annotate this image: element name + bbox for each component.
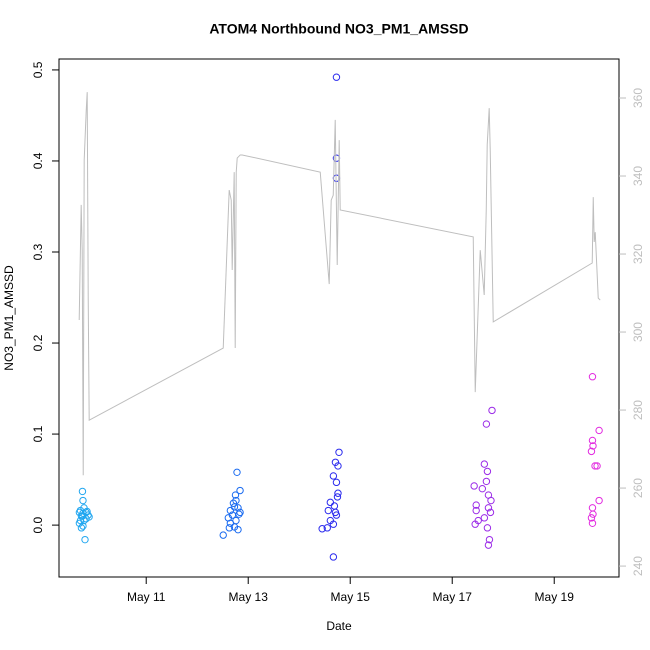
- plot-frame: [58, 58, 620, 578]
- point: [487, 496, 495, 505]
- point: [472, 506, 480, 515]
- point: [483, 467, 492, 476]
- point: [329, 520, 338, 528]
- point: [229, 499, 238, 507]
- point: [333, 493, 342, 501]
- y-tick-label: 0.4: [31, 152, 45, 169]
- point: [236, 508, 244, 517]
- line: [78, 92, 601, 476]
- point: [482, 477, 491, 486]
- y-axis-label: NO3_PM1_AMSSD: [2, 265, 16, 371]
- point: [472, 501, 480, 509]
- point: [595, 496, 603, 505]
- y-tick-label: 0.0: [31, 516, 45, 533]
- point: [587, 514, 596, 522]
- point: [335, 448, 343, 456]
- point: [330, 502, 339, 510]
- point: [478, 484, 487, 493]
- point: [79, 522, 87, 530]
- point: [81, 535, 89, 544]
- y2-tick-label: 340: [631, 166, 645, 186]
- point: [482, 420, 491, 428]
- point: [589, 510, 597, 518]
- point: [79, 496, 87, 505]
- point: [484, 504, 493, 512]
- point: [486, 508, 495, 517]
- point: [591, 462, 599, 470]
- y-tick-label: 0.5: [31, 61, 45, 78]
- point: [480, 460, 489, 468]
- point: [235, 510, 243, 518]
- point: [82, 508, 90, 517]
- y-tick-label: 0.1: [31, 425, 45, 442]
- y-tick-label: 0.3: [31, 243, 45, 260]
- y2-tick-label: 360: [631, 88, 645, 108]
- point: [483, 524, 492, 532]
- point: [588, 373, 597, 381]
- point: [595, 426, 603, 435]
- y2-tick-label: 260: [631, 478, 645, 498]
- point: [323, 524, 331, 532]
- point: [480, 514, 489, 522]
- point: [225, 524, 234, 532]
- chart-title: ATOM4 Northbound NO3_PM1_AMSSD: [209, 21, 468, 37]
- point: [230, 503, 239, 511]
- point: [589, 442, 597, 450]
- point: [326, 498, 335, 507]
- point: [474, 516, 482, 525]
- point: [233, 468, 241, 477]
- point: [234, 525, 242, 534]
- x-tick-label: May 13: [229, 590, 269, 604]
- point: [329, 472, 338, 480]
- point: [484, 541, 493, 549]
- point: [332, 73, 341, 81]
- point: [470, 482, 478, 490]
- point: [77, 512, 86, 520]
- point: [334, 489, 342, 497]
- point: [226, 519, 235, 527]
- point: [231, 491, 240, 499]
- x-tick-label: May 11: [127, 590, 166, 604]
- point: [324, 506, 332, 515]
- point: [331, 508, 340, 517]
- y2-tick-label: 280: [631, 400, 645, 420]
- y2-tick-label: 300: [631, 322, 645, 342]
- point: [236, 486, 244, 495]
- point: [77, 524, 86, 532]
- point: [488, 406, 496, 415]
- x-tick-label: May 19: [535, 590, 575, 604]
- point: [219, 531, 227, 539]
- point: [588, 519, 597, 527]
- point: [588, 504, 597, 512]
- point: [485, 535, 494, 544]
- point: [78, 487, 87, 496]
- point: [226, 506, 235, 515]
- y2-tick-label: 240: [631, 556, 645, 576]
- point: [334, 462, 342, 470]
- x-axis-label: Date: [326, 619, 352, 633]
- x-tick-label: May 17: [433, 590, 473, 604]
- y2-tick-label: 320: [631, 244, 645, 264]
- point: [329, 553, 338, 561]
- point: [593, 462, 601, 470]
- point: [588, 436, 597, 445]
- point: [332, 478, 341, 487]
- point: [318, 525, 326, 533]
- x-tick-label: May 15: [331, 590, 371, 604]
- y-tick-label: 0.2: [31, 334, 45, 351]
- point: [587, 447, 596, 456]
